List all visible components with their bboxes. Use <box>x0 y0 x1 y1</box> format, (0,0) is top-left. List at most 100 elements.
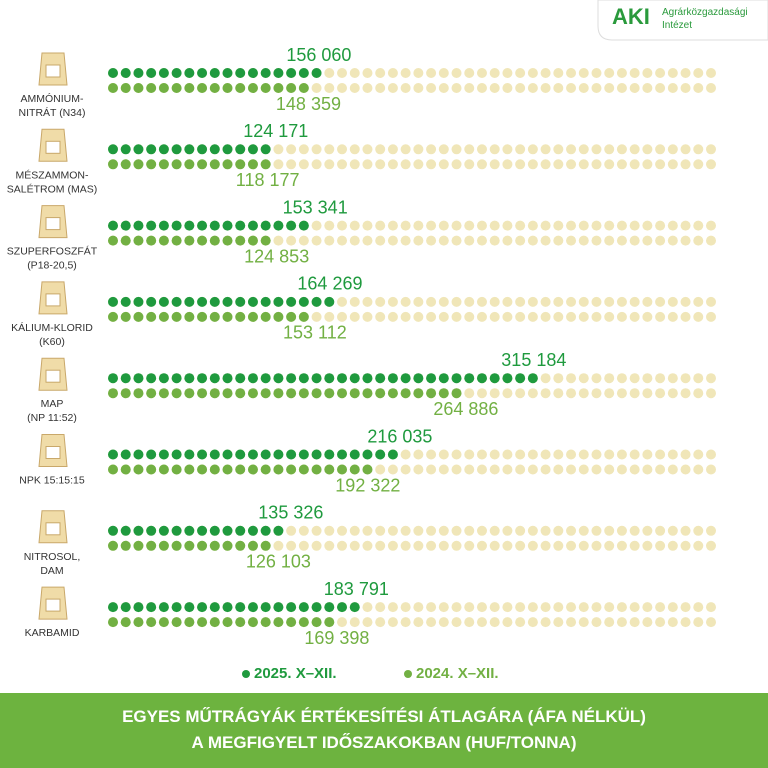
empty-dot <box>476 144 487 155</box>
empty-dot <box>629 525 640 536</box>
empty-dot <box>540 296 551 307</box>
empty-dot <box>387 602 398 613</box>
empty-dot <box>387 144 398 155</box>
dot <box>171 617 182 628</box>
dot <box>273 220 284 231</box>
empty-dot <box>591 388 602 399</box>
dot <box>120 373 131 384</box>
dot <box>286 373 297 384</box>
dot <box>197 449 208 460</box>
bag-label <box>45 598 61 612</box>
dot-bar <box>108 144 271 155</box>
empty-dot <box>604 68 615 78</box>
dot <box>133 449 144 460</box>
empty-dot <box>400 540 411 551</box>
dot <box>133 388 144 399</box>
empty-dot <box>566 220 577 231</box>
empty-dot <box>400 525 411 536</box>
empty-dot <box>693 617 704 628</box>
empty-dot <box>540 449 551 460</box>
dot <box>235 373 246 384</box>
empty-dot <box>476 235 487 246</box>
dot <box>247 220 258 231</box>
dot <box>197 540 208 551</box>
dot-bar <box>108 602 360 613</box>
empty-dot <box>464 68 475 78</box>
empty-dot <box>337 617 348 628</box>
empty-dot <box>604 464 615 475</box>
empty-dot <box>629 617 640 628</box>
dot <box>247 388 258 399</box>
empty-dot <box>642 220 653 231</box>
empty-dot <box>413 68 424 78</box>
empty-dot <box>413 617 424 628</box>
empty-dot <box>451 83 462 93</box>
empty-dot <box>527 311 538 322</box>
dot <box>146 68 157 78</box>
empty-dot <box>591 220 602 231</box>
empty-dot <box>426 525 437 536</box>
empty-dot <box>387 296 398 307</box>
empty-dot <box>655 311 666 322</box>
dot <box>235 311 246 322</box>
dot <box>158 83 169 93</box>
empty-dot <box>693 540 704 551</box>
empty-dot <box>591 602 602 613</box>
empty-dot <box>553 617 564 628</box>
value-label: 153 341 <box>283 197 348 217</box>
empty-dot <box>616 296 627 307</box>
dot <box>108 525 118 536</box>
empty-dot <box>337 311 348 322</box>
dot <box>184 68 195 78</box>
dot <box>324 296 335 307</box>
empty-dot <box>553 525 564 536</box>
empty-dot <box>667 388 678 399</box>
empty-dot <box>591 235 602 246</box>
empty-dot <box>349 159 360 170</box>
empty-dot <box>413 83 424 93</box>
empty-dot <box>286 144 297 155</box>
dot <box>247 617 258 628</box>
logo-name: Agrárközgazdasági Intézet <box>662 7 748 31</box>
dot <box>120 525 131 536</box>
empty-dot <box>616 83 627 93</box>
empty-dot <box>438 311 449 322</box>
dot <box>184 144 195 155</box>
value-label: 264 886 <box>433 399 498 419</box>
empty-dot <box>362 220 373 231</box>
dot-bar <box>108 464 373 475</box>
dot <box>286 220 297 231</box>
empty-dot <box>667 617 678 628</box>
empty-dot <box>311 83 322 93</box>
dot <box>120 602 131 613</box>
empty-dot <box>298 540 309 551</box>
dot <box>247 540 258 551</box>
empty-dot <box>451 296 462 307</box>
empty-dot <box>489 68 500 78</box>
empty-dot <box>489 235 500 246</box>
dot <box>197 220 208 231</box>
dot <box>158 388 169 399</box>
dot <box>260 296 271 307</box>
empty-dot <box>400 235 411 246</box>
empty-dot <box>337 220 348 231</box>
dot <box>197 144 208 155</box>
dot <box>120 388 131 399</box>
dot <box>222 373 233 384</box>
empty-dot <box>655 602 666 613</box>
dot <box>337 388 348 399</box>
empty-dot <box>680 540 691 551</box>
empty-dot <box>706 144 716 155</box>
dot <box>286 311 297 322</box>
empty-dot <box>400 464 411 475</box>
empty-dot <box>693 464 704 475</box>
empty-dot <box>476 296 487 307</box>
empty-dot <box>476 540 487 551</box>
empty-dot <box>553 373 564 384</box>
dot <box>197 159 208 170</box>
empty-dot <box>566 144 577 155</box>
empty-dot <box>655 525 666 536</box>
dot <box>197 388 208 399</box>
empty-dot <box>400 159 411 170</box>
logo-mark: AKI <box>612 4 650 29</box>
